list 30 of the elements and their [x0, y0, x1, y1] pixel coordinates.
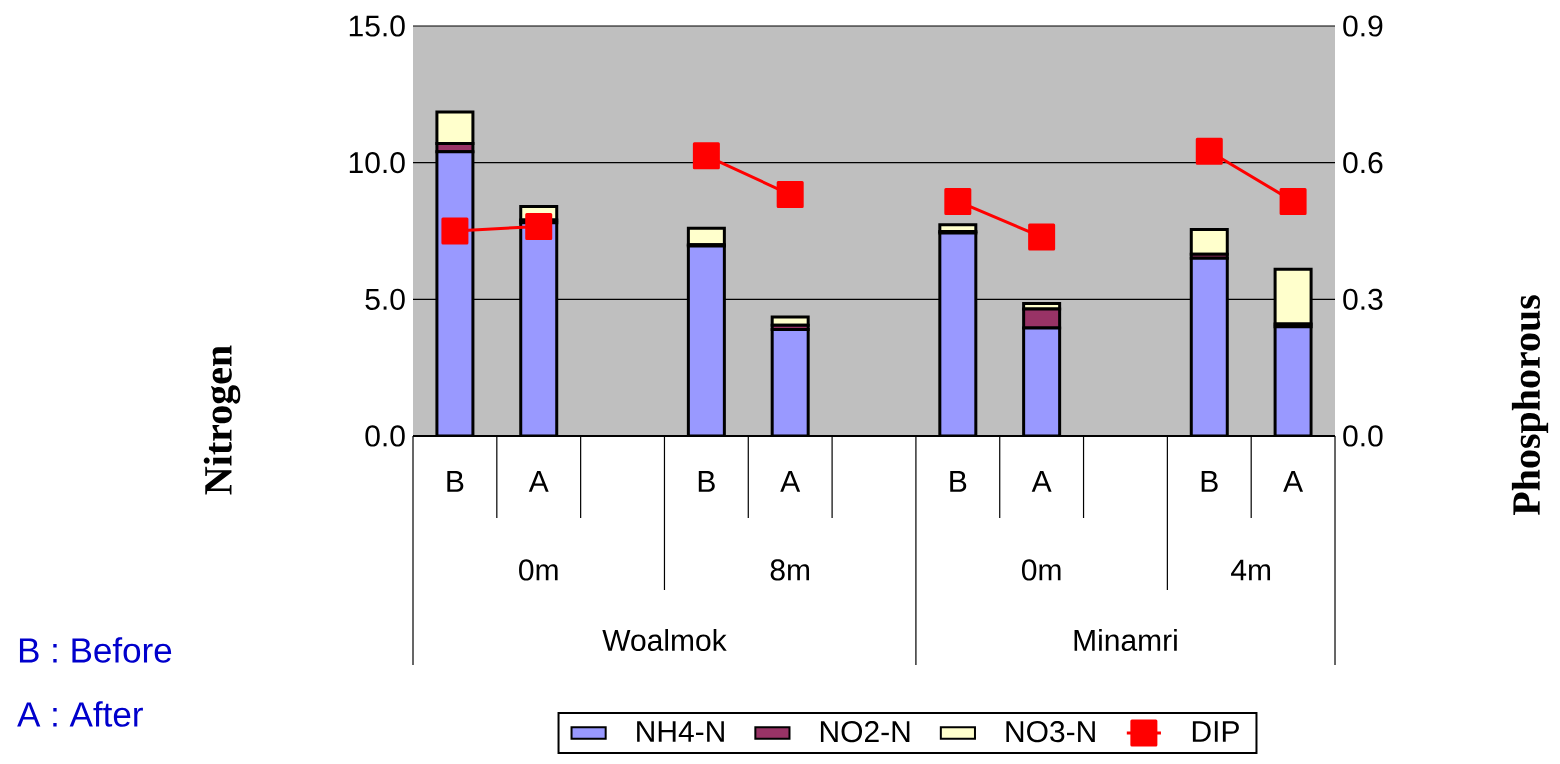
text: 0m: [519, 559, 558, 581]
y2-axis-title: Phosphorous: [1511, 295, 1549, 516]
y-axis-title: Nitrogen: [203, 345, 241, 495]
text: Minamri: [1074, 628, 1177, 651]
y2-tick-label: 0.6: [1343, 152, 1383, 174]
text: B : Before: [19, 637, 172, 663]
x-tick-label: A: [1283, 471, 1304, 492]
text: Woalmok: [602, 628, 727, 651]
x-tick-label: A: [1031, 471, 1052, 492]
x-tick-label: A: [780, 471, 801, 492]
y-tick-label: 15.0: [349, 15, 405, 37]
y2-tick-label: 0.0: [1343, 425, 1383, 447]
y2-tick-label: 0.9: [1343, 15, 1383, 37]
legend-label: NO3-N: [1006, 721, 1095, 743]
text: 0m: [1021, 559, 1061, 581]
x-tick-label: B: [447, 471, 464, 492]
x-tick-label: B: [1201, 471, 1218, 492]
x-tick-label: A: [528, 471, 549, 492]
y-tick-label: 10.0: [349, 152, 405, 174]
legend-label: DIP: [1192, 721, 1239, 742]
y2-tick-label: 0.3: [1343, 288, 1383, 310]
text: 8m: [770, 559, 810, 581]
text: A : After: [17, 701, 143, 727]
x-tick-label: B: [698, 471, 715, 492]
legend-label: NO2-N: [820, 721, 910, 743]
x-tick-label: B: [950, 471, 967, 492]
text: 4m: [1231, 559, 1271, 581]
legend-label: NH4-N: [637, 721, 724, 742]
y-tick-label: 0.0: [365, 425, 405, 447]
y-tick-label: 5.0: [365, 288, 405, 310]
